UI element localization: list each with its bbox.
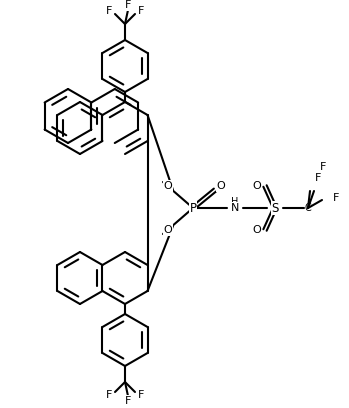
Text: F: F [138,6,144,16]
Text: F: F [106,390,112,400]
Text: O: O [164,225,172,235]
Text: N: N [231,203,239,213]
Text: F: F [125,396,131,406]
Text: O: O [164,181,172,191]
Text: F: F [106,6,112,16]
Text: F: F [315,173,321,183]
Text: O: O [253,225,261,235]
Text: O: O [217,181,225,191]
Text: S: S [271,202,279,215]
Text: F: F [320,162,326,172]
Text: F: F [333,193,339,203]
Text: O: O [253,181,261,191]
Text: F: F [125,0,131,10]
Text: P: P [190,202,196,215]
Text: C: C [305,203,311,213]
Text: F: F [138,390,144,400]
Text: H: H [231,197,239,207]
